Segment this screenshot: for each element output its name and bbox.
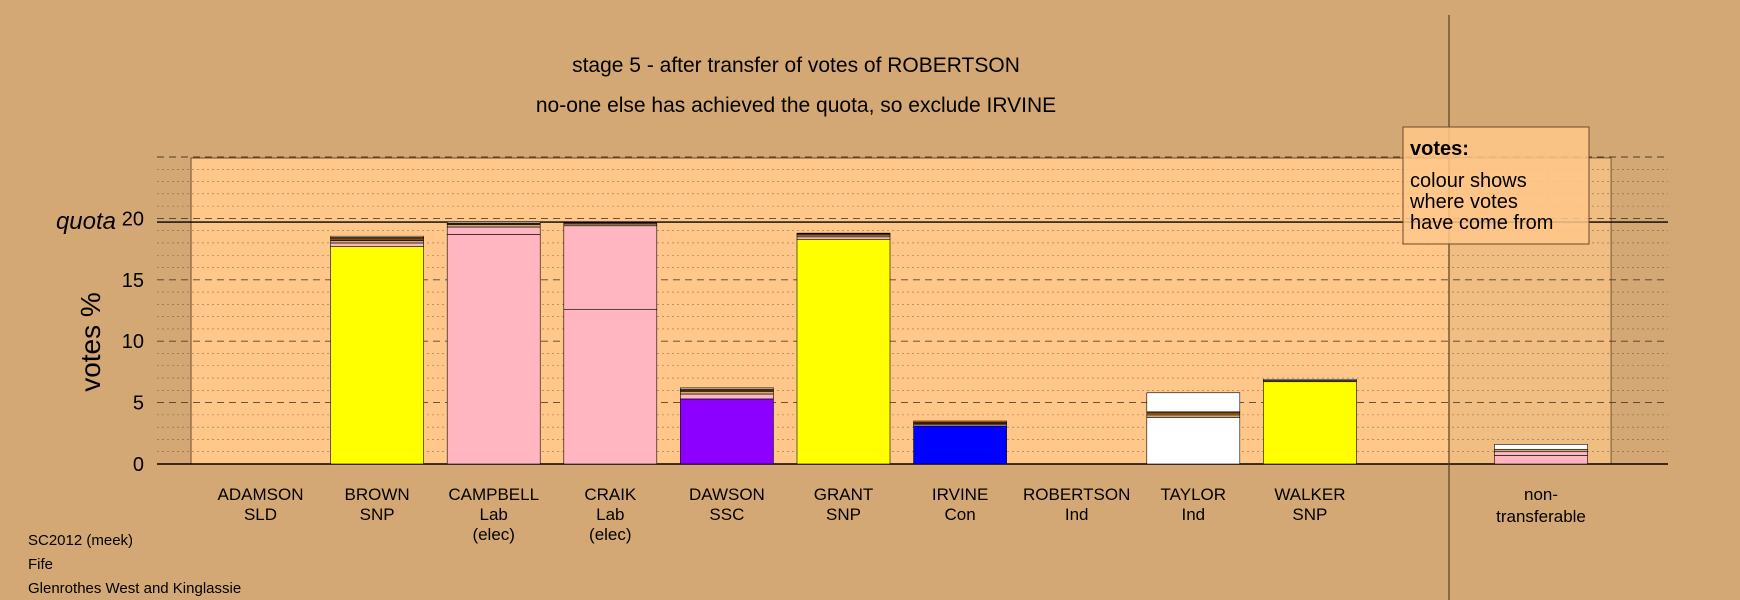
category-label: WALKER (1274, 485, 1345, 504)
footer-line: Glenrothes West and Kinglassie (28, 580, 241, 597)
legend-line: colour shows (1410, 170, 1527, 192)
bar-segment (330, 240, 424, 244)
category-label: CRAIK (584, 485, 637, 504)
category-label: SSC (709, 505, 744, 524)
bar-segment (563, 225, 658, 310)
category-label: Lab (596, 505, 624, 524)
category-label: Con (945, 505, 976, 524)
category-label: (elec) (589, 525, 632, 544)
nontransferable-label: transferable (1496, 507, 1586, 526)
y-ticks: 0 5 10 15 20 (122, 208, 144, 476)
category-label: Ind (1181, 505, 1205, 524)
bar-segment (446, 234, 541, 465)
bar-segment (446, 221, 541, 224)
bar-segment (1146, 417, 1241, 465)
legend: votes: colour shows where votes have com… (1402, 126, 1590, 245)
bar-segment (1263, 381, 1357, 465)
category-label: Ind (1065, 505, 1089, 524)
chart-title: stage 5 - after transfer of votes of ROB… (572, 54, 1020, 77)
bar-segment (913, 425, 1007, 465)
y-tick-label: 15 (122, 270, 144, 292)
category-label: Lab (480, 505, 508, 524)
bar-segment (796, 238, 891, 465)
bar-segment (1263, 378, 1357, 381)
y-axis-label: votes % (75, 292, 106, 392)
bar-segment (680, 398, 774, 465)
bar-segment (1494, 444, 1588, 450)
category-label: TAYLOR (1161, 485, 1227, 504)
category-labels: ADAMSONSLDBROWNSNPCAMPBELLLab(elec)CRAIK… (218, 485, 1586, 544)
bar-segment (446, 226, 541, 235)
chart-subtitle: no-one else has achieved the quota, so e… (536, 94, 1056, 117)
bar-segment (1146, 392, 1241, 413)
legend-line: have come from (1410, 212, 1553, 234)
category-label: DAWSON (689, 485, 765, 504)
category-label: ROBERTSON (1023, 485, 1130, 504)
bar-segment (446, 224, 541, 228)
footer-line: Fife (28, 556, 53, 573)
category-label: SNP (826, 505, 861, 524)
legend-line: where votes (1409, 191, 1518, 213)
bar-segment (796, 232, 891, 235)
category-label: CAMPBELL (448, 485, 539, 504)
category-label: ADAMSON (218, 485, 304, 504)
category-label: IRVINE (932, 485, 988, 504)
category-label: SNP (360, 505, 395, 524)
bar-segment (1494, 451, 1588, 456)
footer-line: SC2012 (meek) (28, 532, 133, 549)
legend-title: votes: (1410, 138, 1469, 160)
plot-area (190, 157, 1612, 465)
bar-segment (330, 246, 424, 465)
y-tick-label: 10 (122, 331, 144, 353)
bar-segment (913, 420, 1007, 423)
y-tick-label: 5 (133, 393, 144, 415)
category-label: SLD (244, 505, 277, 524)
bar-segment (1146, 414, 1241, 418)
y-tick-label: 20 (122, 208, 144, 230)
category-label: (elec) (472, 525, 515, 544)
bar-segment (330, 242, 424, 247)
quota-label: quota (56, 208, 116, 235)
nontransferable-label: non- (1524, 485, 1558, 504)
bar-segment (680, 387, 774, 390)
legend-box (1402, 126, 1590, 245)
bar-segment (796, 236, 891, 240)
bar-segment (330, 235, 424, 238)
category-label: GRANT (814, 485, 874, 504)
bar-segment (680, 393, 774, 400)
category-label: SNP (1292, 505, 1327, 524)
bar-segment (1494, 448, 1588, 453)
category-label: BROWN (345, 485, 410, 504)
bars (330, 221, 1588, 465)
y-tick-label: 0 (133, 454, 144, 476)
bar-segment (563, 308, 658, 465)
bar-segment (680, 391, 774, 395)
bar-segment (1494, 455, 1588, 465)
bar-segment (563, 221, 658, 223)
